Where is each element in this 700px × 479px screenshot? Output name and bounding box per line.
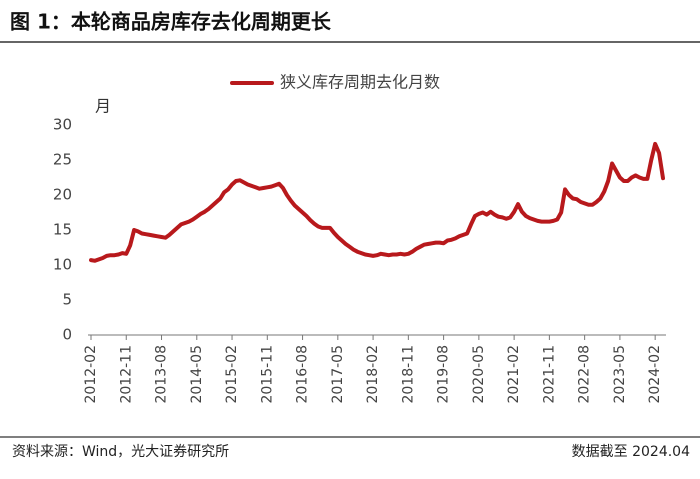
note: 数据截至 2024.04 (572, 444, 690, 460)
x-tick-label: 2022-08 (577, 345, 593, 404)
y-tick-label: 30 (53, 116, 72, 134)
series-line (89, 141, 665, 263)
x-tick-label: 2018-02 (365, 345, 381, 404)
x-tick-label: 2018-11 (400, 345, 416, 404)
x-tick-label: 2021-02 (506, 345, 522, 404)
legend-label: 狭义库存周期去化月数 (280, 73, 440, 92)
x-tick-label: 2015-11 (259, 345, 275, 404)
x-tick-label: 2023-05 (612, 345, 628, 404)
x-tick-label: 2015-02 (224, 345, 240, 404)
x-tick-label: 2013-08 (154, 345, 170, 404)
y-tick-label: 0 (62, 326, 72, 344)
y-tick-label: 20 (53, 186, 72, 204)
page-title: 图 1：本轮商品房库存去化周期更长 (10, 10, 332, 34)
x-tick-label: 2021-11 (541, 345, 557, 404)
x-tick-label: 2019-08 (436, 345, 452, 404)
x-tick-label: 2014-05 (189, 345, 205, 404)
x-tick-label: 2012-11 (118, 345, 134, 404)
y-tick-label: 5 (62, 291, 72, 309)
x-tick-label: 2016-08 (295, 345, 311, 404)
source: 资料来源：Wind，光大证券研究所 (12, 444, 229, 460)
y-tick-label: 25 (53, 151, 72, 169)
x-tick-label: 2024-02 (647, 345, 663, 404)
y-axis-label: 月 (95, 97, 111, 116)
x-tick-label: 2017-05 (330, 345, 346, 404)
y-tick-label: 10 (53, 256, 72, 274)
x-tick-label: 2012-02 (83, 345, 99, 404)
y-tick-label: 15 (53, 221, 72, 239)
x-tick-label: 2020-05 (471, 345, 487, 404)
